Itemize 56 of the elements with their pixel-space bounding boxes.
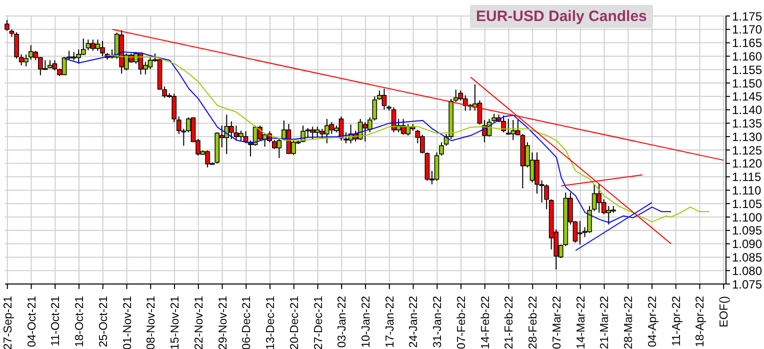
x-tick-label: 11-Oct-21 (50, 296, 62, 346)
x-tick-label: 15-Nov-21 (170, 296, 182, 349)
x-tick-label: 03-Jan-22 (336, 296, 349, 348)
x-tick-label: 01-Nov-21 (122, 296, 134, 349)
x-tick-label: 07-Feb-22 (456, 296, 468, 349)
y-tick-label: 1.145 (732, 90, 762, 104)
y-tick-label: 1.125 (732, 143, 762, 158)
x-tick-label: 14-Feb-22 (480, 296, 492, 349)
x-tick-label: 04-Apr-22 (646, 296, 659, 348)
x-tick-label: 27-Dec-21 (312, 296, 325, 349)
x-tick-label: 10-Jan-22 (360, 296, 372, 348)
x-tick-label: 28-Mar-22 (623, 296, 636, 349)
y-tick-label: 1.105 (732, 196, 762, 211)
y-tick-label: 1.100 (732, 210, 762, 224)
candlestick (439, 142, 444, 156)
x-tick-label: 20-Dec-21 (288, 296, 301, 349)
x-tick-label: 29-Nov-21 (217, 296, 230, 349)
x-tick-label: 06-Dec-21 (241, 296, 254, 349)
x-tick-label: 11-Apr-22 (670, 296, 683, 346)
candlestick (4, 20, 10, 32)
y-tick-label: 1.170 (732, 22, 762, 37)
x-tick-label: 25-Oct-21 (98, 296, 110, 348)
y-tick-label: 1.080 (732, 264, 762, 278)
candlestick (14, 32, 19, 60)
x-tick-label: 27-Sep-21 (2, 296, 14, 349)
y-tick-label: 1.160 (732, 49, 762, 64)
y-tick-label: 1.130 (732, 130, 762, 144)
y-tick-label: 1.095 (732, 224, 762, 238)
x-tick-label: 18-Oct-21 (74, 296, 86, 348)
x-tick-label: 13-Dec-21 (265, 296, 278, 349)
y-tick-label: 1.110 (732, 183, 762, 198)
y-tick-label: 1.150 (732, 76, 762, 90)
x-tick-label: 04-Oct-21 (26, 296, 38, 348)
y-tick-label: 1.075 (732, 277, 762, 292)
x-tick-label: 21-Feb-22 (504, 296, 516, 349)
x-tick-label: 08-Nov-21 (146, 296, 158, 349)
x-tick-label: 14-Mar-22 (575, 296, 588, 349)
y-tick-label: 1.140 (732, 103, 762, 118)
x-tick-label: 28-Feb-22 (528, 296, 540, 349)
y-tick-label: 1.115 (732, 170, 762, 184)
x-tick-label: 22-Nov-21 (193, 296, 206, 349)
y-tick-label: 1.165 (732, 36, 762, 50)
chart-title: EUR-USD Daily Candles (470, 5, 653, 28)
y-tick-label: 1.175 (732, 9, 762, 24)
x-tick-label: 24-Jan-22 (408, 296, 420, 348)
x-tick-label: 18-Apr-22 (694, 296, 707, 348)
x-tick-label: 31-Jan-22 (432, 296, 444, 348)
x-tick-label: 21-Mar-22 (599, 296, 612, 349)
y-tick-label: 1.120 (732, 156, 762, 171)
x-tick-label: EOF() (718, 296, 731, 328)
y-tick-label: 1.090 (732, 237, 762, 252)
y-tick-label: 1.135 (732, 116, 762, 130)
x-tick-label: 17-Jan-22 (384, 296, 396, 348)
y-tick-label: 1.085 (732, 250, 762, 264)
y-tick-label: 1.155 (732, 62, 762, 77)
x-tick-label: 07-Mar-22 (551, 296, 564, 349)
